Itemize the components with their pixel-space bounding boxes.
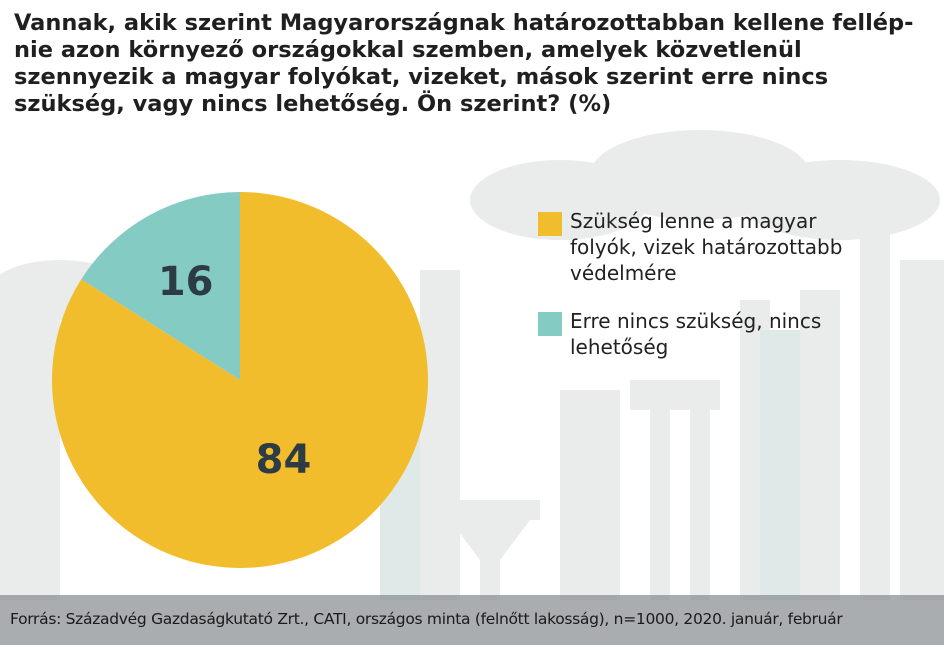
legend-item-0: Szükség lenne a magyar folyók, vizek hat… [538, 208, 938, 286]
pie-slice-1 [81, 191, 240, 380]
legend-label: Szükség lenne a magyar folyók, vizek hat… [570, 209, 843, 285]
chart-title: Vannak, akik szerint Magyarországnak hat… [14, 10, 914, 117]
source-text: Forrás: Századvég Gazdaságkutató Zrt., C… [10, 610, 843, 628]
legend: Szükség lenne a magyar folyók, vizek hat… [538, 208, 938, 382]
data-label-1: 16 [158, 259, 214, 305]
data-label-0: 84 [256, 437, 312, 483]
legend-item-1: Erre nincs szükség, nincs lehetőség [538, 308, 938, 360]
legend-swatch-teal [538, 312, 562, 336]
legend-label: Erre nincs szükség, nincs lehetőség [570, 309, 822, 359]
source-footer: Forrás: Századvég Gazdaságkutató Zrt., C… [0, 595, 944, 645]
legend-swatch-yellow [538, 212, 562, 236]
pie-slice-0 [51, 192, 429, 568]
